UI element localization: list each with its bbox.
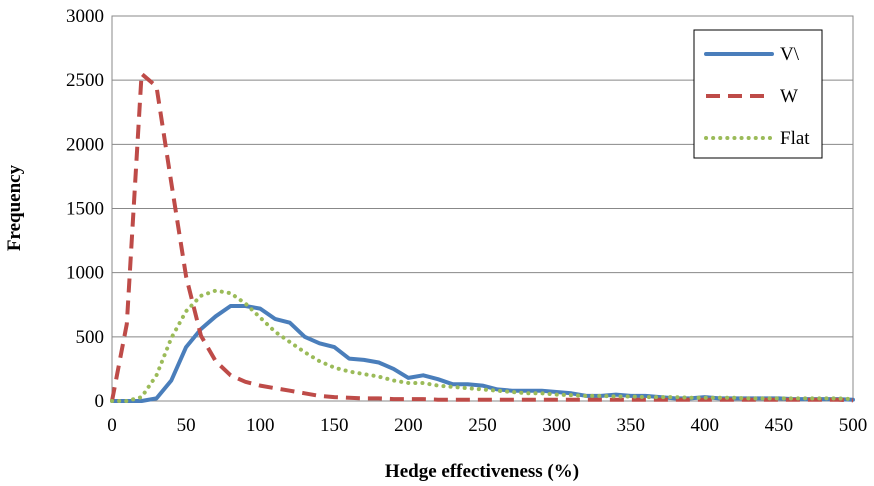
x-tick-label: 450: [765, 415, 794, 436]
x-tick-label: 150: [320, 415, 349, 436]
legend-label: Flat: [780, 128, 810, 149]
x-tick-label: 50: [177, 415, 196, 436]
y-tick-label: 1000: [66, 263, 104, 284]
x-tick-label: 500: [839, 415, 868, 436]
y-axis-title: Frequency: [4, 164, 25, 251]
x-axis-title: Hedge effectiveness (%): [385, 461, 579, 482]
y-tick-label: 1500: [66, 199, 104, 220]
legend: V\ W Flat: [693, 29, 823, 159]
x-tick-label: 0: [107, 415, 117, 436]
series-line-flat: [110, 288, 855, 403]
x-axis-ticks: 0 50 100 150 200 250 300 350 400 450 500: [107, 415, 867, 436]
y-tick-label: 0: [95, 391, 105, 412]
y-tick-label: 2000: [66, 134, 104, 155]
y-tick-label: 2500: [66, 70, 104, 91]
x-tick-label: 400: [691, 415, 720, 436]
series-line-w: [110, 71, 854, 403]
legend-label: V\: [780, 44, 800, 65]
series-lines: [110, 71, 855, 403]
x-tick-label: 100: [246, 415, 275, 436]
y-tick-label: 3000: [66, 6, 104, 27]
y-tick-label: 500: [76, 327, 105, 348]
legend-label: W: [780, 86, 798, 107]
x-tick-label: 200: [394, 415, 423, 436]
x-tick-label: 300: [542, 415, 571, 436]
x-tick-label: 250: [468, 415, 497, 436]
x-tick-label: 350: [616, 415, 645, 436]
y-axis-ticks: 0 500 1000 1500 2000 2500 3000: [66, 6, 104, 412]
